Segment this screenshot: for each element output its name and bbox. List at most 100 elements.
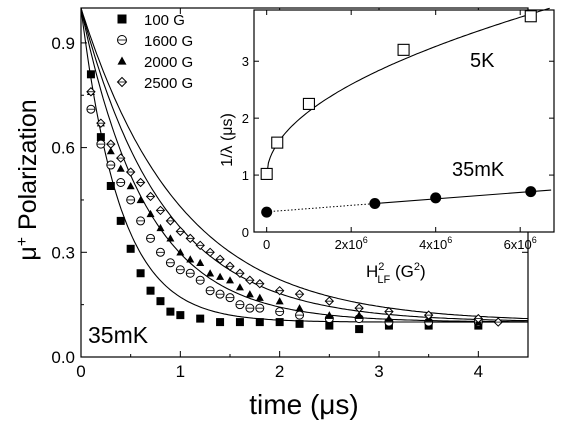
legend-marker bbox=[117, 35, 127, 45]
data-point bbox=[116, 153, 126, 163]
main-annotation: 35mK bbox=[88, 322, 149, 348]
main-axis-ticks: 0 1 2 3 4 0.0 0.3 0.6 0.9 bbox=[51, 8, 528, 381]
series-2500-g bbox=[86, 87, 503, 327]
data-point bbox=[135, 177, 146, 188]
data-point bbox=[245, 303, 255, 313]
data-point bbox=[295, 310, 305, 320]
data-point bbox=[146, 209, 155, 218]
fit-curve bbox=[80, 7, 529, 322]
data-point bbox=[245, 290, 254, 298]
inset-dotted-line-35mk bbox=[266, 203, 375, 213]
x-tick-label: 1 bbox=[176, 362, 185, 381]
data-point bbox=[325, 321, 334, 330]
y-tick-label: 0.9 bbox=[51, 34, 75, 53]
inset-data-point bbox=[397, 43, 410, 56]
data-point bbox=[196, 314, 205, 323]
data-point bbox=[235, 283, 244, 291]
y-axis-label: μ+ Polarization bbox=[14, 99, 42, 260]
inset-axis-ticks: 0 2x106 4x106 6x106 0 1 2 3 bbox=[242, 10, 554, 252]
data-point bbox=[136, 269, 145, 278]
data-point bbox=[126, 181, 135, 190]
inset-series-label-35mk: 35mK bbox=[452, 159, 505, 181]
data-point bbox=[185, 268, 195, 278]
data-point bbox=[195, 240, 205, 251]
data-point bbox=[106, 139, 116, 149]
data-point bbox=[106, 147, 115, 155]
inset-series-5k bbox=[260, 10, 537, 180]
inset-y-axis-label: 1/λ (μs) bbox=[219, 113, 236, 167]
inset-fit-line-35mk bbox=[374, 189, 552, 205]
data-point bbox=[216, 318, 225, 327]
main-data-markers bbox=[86, 70, 503, 334]
inset-data-point bbox=[525, 186, 537, 198]
data-point bbox=[155, 247, 165, 257]
inset-x-tick-label: 0 bbox=[263, 237, 270, 252]
inset-data-point bbox=[302, 97, 315, 110]
data-point bbox=[226, 276, 234, 284]
y-tick-label: 0.3 bbox=[51, 243, 75, 262]
data-point bbox=[106, 160, 116, 170]
data-point bbox=[275, 318, 284, 327]
data-point bbox=[245, 275, 255, 285]
data-point bbox=[423, 310, 434, 320]
data-point bbox=[136, 195, 145, 204]
legend: 100 G 1600 G 2000 G 2500 G bbox=[116, 12, 193, 92]
data-point bbox=[275, 297, 284, 305]
inset-plot-frame bbox=[253, 9, 555, 233]
legend-marker bbox=[117, 14, 127, 24]
inset-data-point bbox=[260, 167, 273, 180]
data-point bbox=[186, 255, 195, 263]
inset-y-tick-label: 1 bbox=[242, 168, 249, 183]
legend-label: 2000 G bbox=[144, 54, 193, 71]
data-point bbox=[216, 272, 225, 280]
data-point bbox=[116, 216, 125, 225]
data-point bbox=[235, 268, 245, 278]
inset-x-tick-label: 2x106 bbox=[335, 235, 368, 252]
data-point bbox=[493, 317, 503, 327]
data-point bbox=[96, 118, 106, 128]
data-point bbox=[235, 318, 244, 327]
legend-marker bbox=[116, 76, 128, 88]
data-point bbox=[473, 313, 484, 324]
data-point bbox=[156, 223, 165, 232]
data-point bbox=[165, 258, 175, 268]
data-point bbox=[155, 205, 166, 216]
data-point bbox=[195, 275, 205, 285]
data-point bbox=[255, 318, 264, 327]
x-axis-label: time (μs) bbox=[249, 389, 358, 420]
data-point bbox=[325, 311, 334, 319]
data-point bbox=[206, 269, 215, 277]
data-point bbox=[136, 216, 146, 226]
data-point bbox=[205, 286, 215, 296]
data-point bbox=[355, 311, 364, 319]
inset-data-point bbox=[430, 192, 442, 204]
data-point bbox=[355, 325, 364, 334]
data-point bbox=[215, 254, 225, 264]
legend-label: 2500 G bbox=[144, 75, 193, 92]
data-point bbox=[126, 195, 136, 205]
inset-series-label-5k: 5K bbox=[470, 50, 495, 72]
legend-marker bbox=[117, 56, 127, 65]
x-tick-label: 3 bbox=[374, 362, 383, 381]
inset-series-35mk bbox=[261, 186, 537, 218]
data-point bbox=[294, 289, 305, 299]
series-2000-g bbox=[86, 87, 483, 326]
data-point bbox=[145, 191, 156, 202]
data-point bbox=[295, 304, 304, 312]
data-point bbox=[225, 261, 235, 271]
x-tick-label: 4 bbox=[474, 362, 483, 381]
legend-label: 1600 G bbox=[144, 33, 193, 50]
inset-x-tick-label: 4x106 bbox=[419, 235, 452, 252]
data-point bbox=[106, 181, 115, 190]
data-point bbox=[235, 300, 245, 310]
data-point bbox=[146, 286, 155, 295]
data-point bbox=[166, 307, 175, 316]
main-fit-curves bbox=[80, 7, 529, 323]
data-point bbox=[126, 244, 135, 253]
x-tick-label: 0 bbox=[76, 362, 85, 381]
data-point bbox=[116, 164, 125, 172]
data-point bbox=[86, 104, 96, 114]
data-point bbox=[176, 248, 185, 256]
data-point bbox=[165, 216, 176, 226]
